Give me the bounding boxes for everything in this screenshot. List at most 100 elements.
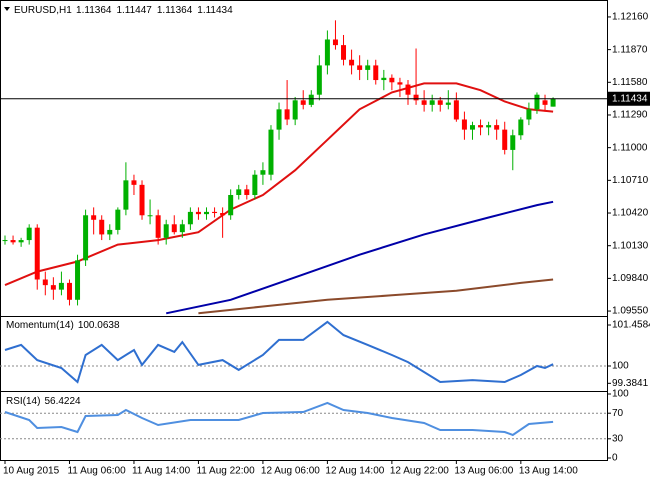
candle-body [308,94,314,105]
y-tick-label: 1.11870 [612,44,648,55]
candle-body [10,240,16,243]
candle-body [445,102,451,105]
candle-body [316,65,322,95]
candle-body [349,59,355,66]
candle-body [195,211,201,215]
y-tick-label: 1.09550 [612,306,649,317]
candle-body [510,135,516,150]
candle-body [155,215,161,238]
candle-body [260,170,266,175]
candle-body [357,65,363,70]
x-tick-label: 11 Aug 22:00 [196,466,255,477]
candle-body [268,129,274,175]
y-tick-label: 1.11000 [612,142,648,153]
candle-body [461,119,467,130]
candle-body [405,84,411,95]
candle-body [550,98,556,107]
price-label: 1.11434 [612,93,648,104]
candle-body [373,65,379,81]
candle-body [107,229,113,235]
ohlc-high: 1.11447 [116,5,152,16]
y-tick-label: 101.4584 [612,320,650,331]
x-tick-label: 11 Aug 14:00 [132,466,191,477]
price-box [607,91,650,106]
candle-body [75,260,81,300]
candle-body [42,279,48,286]
candle-body [139,184,145,216]
y-tick-label: 0 [612,453,618,464]
y-tick-label: 100 [612,361,629,372]
indicator-header: RSI(14) 56.4224 [6,396,81,407]
candle-body [212,211,218,214]
y-tick-label: 1.09840 [612,273,649,284]
x-tick-label: 12 Aug 14:00 [325,466,384,477]
candle-body [453,100,459,120]
y-tick-label: 30 [612,433,624,444]
candle-body [300,100,306,105]
candle-body [50,285,56,290]
candle-body [341,45,347,60]
indicator-line [165,200,554,315]
indicator-value: 100.0638 [78,320,120,331]
x-tick-label: 11 Aug 06:00 [67,466,126,477]
candle-body [220,213,226,216]
candle-body [324,39,330,66]
candle-body [486,125,492,128]
candle-body [26,227,32,241]
candle-body [518,119,524,136]
candle-body [252,174,258,195]
indicator-title: Momentum(14) [6,320,74,331]
indicator-line [4,320,554,384]
indicator-title: RSI(14) [6,396,40,407]
candle-body [542,100,548,105]
candle-body [534,94,540,110]
candle-body [494,125,500,130]
y-tick-label: 99.3841 [612,378,649,389]
candle-body [204,211,209,215]
y-tick-label: 1.10710 [612,175,649,186]
menu-arrow [4,7,10,11]
y-tick-label: 1.12160 [612,12,649,23]
chart-header: EURUSD,H1 1.11364 1.11447 1.11364 1.11434 [14,5,233,16]
candle-body [147,215,153,217]
candle-body [478,125,484,128]
candle-body [292,100,298,120]
ohlc-close: 1.11434 [197,5,233,16]
candle-body [244,189,250,195]
candle-body [228,194,234,216]
candle-body [365,65,371,70]
y-tick-label: 1.10420 [612,208,649,219]
y-tick-label: 1.11290 [612,110,648,121]
candle-body [276,109,282,130]
candle-body [502,129,508,150]
x-tick-label: 13 Aug 06:00 [454,466,513,477]
candle-body [179,224,185,233]
indicator-value: 56.4224 [44,396,81,407]
candle-body [413,94,419,101]
y-tick-label: 100 [612,389,629,400]
candle-body [66,282,72,300]
candle-body [187,211,193,225]
candle-body [236,189,242,195]
candle-body [58,282,64,290]
candle-body [332,39,338,46]
candle-body [83,215,89,261]
candle-body [421,100,427,105]
candle-body [171,224,177,233]
y-tick-label: 70 [612,408,624,419]
candle-body [99,219,105,235]
candle-body [131,180,137,185]
candle-body [163,224,169,238]
candle-body [91,215,97,220]
y-tick-label: 1.10130 [612,240,649,251]
indicator-header: Momentum(14) 100.0638 [6,320,120,331]
ohlc-low: 1.11364 [157,5,193,16]
x-tick-label: 12 Aug 06:00 [261,466,320,477]
candle-body [115,209,121,230]
ohlc-open: 1.11364 [76,5,112,16]
indicator-line [198,278,554,315]
candle-body [526,109,532,120]
candle-body [437,100,443,105]
